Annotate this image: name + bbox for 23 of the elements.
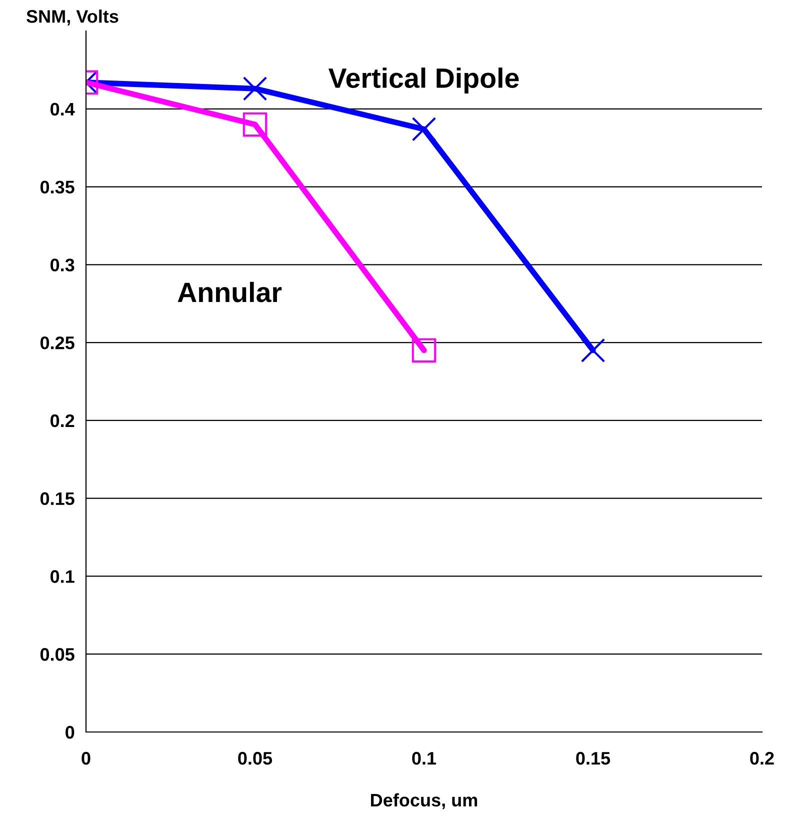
x-tick-label: 0.15 [576,752,610,765]
text: Annular [178,282,282,302]
y-tick-label: 0.3 [50,258,74,272]
y-tick-label: 0.2 [50,414,74,428]
y-tick-label: 0 [66,726,74,739]
x-tick-label: 0 [82,752,90,765]
x-tick-label: 0.05 [238,752,272,765]
x-tick-label: 0.1 [412,752,436,765]
point [580,338,606,362]
y-tick-label: 0.05 [40,648,74,661]
x-tick-label: 0.2 [750,752,774,765]
y-tick-label: 0.1 [50,570,74,583]
y-tick-label: 0.35 [40,180,74,194]
point [242,76,268,101]
point [412,116,436,142]
y-tick-label: 0.4 [50,102,75,116]
point [242,112,268,137]
x-axis-title: Defocus, um [371,793,478,810]
series-label: Vertical Dipole [328,68,519,94]
y-tick-label: 0.15 [40,492,74,506]
y-axis-title: SNM, Volts [26,10,118,26]
y-tick-label: 0.25 [40,336,74,350]
point [412,338,436,362]
